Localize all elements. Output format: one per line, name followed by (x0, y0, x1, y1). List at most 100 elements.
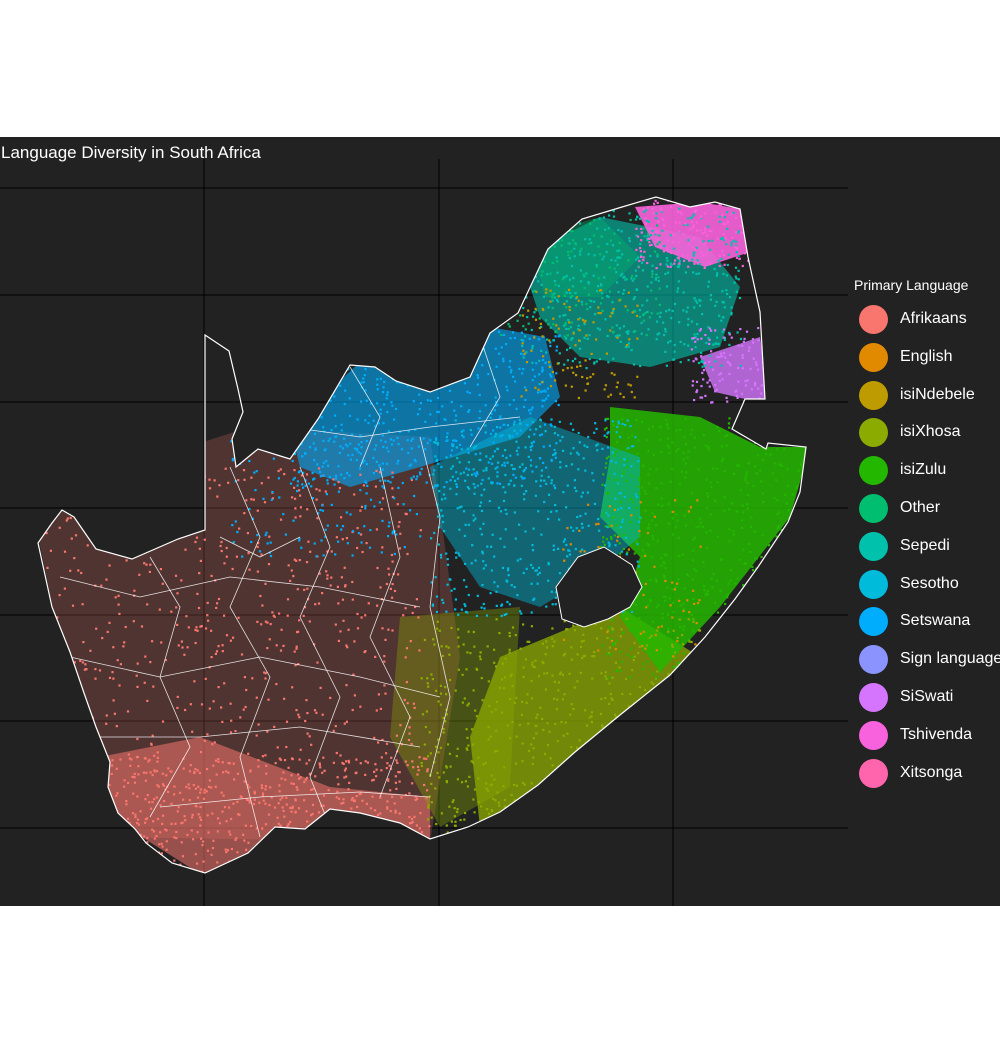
language-dot (345, 644, 348, 647)
language-dot (621, 422, 624, 426)
language-dot (549, 289, 552, 292)
language-dot (629, 521, 632, 524)
language-dot (716, 657, 719, 660)
language-dot (642, 319, 646, 322)
language-dot (112, 646, 115, 649)
language-dot (562, 548, 565, 551)
language-dot (458, 506, 461, 509)
language-dot (305, 409, 308, 412)
language-dot (502, 486, 505, 489)
language-dot (131, 775, 134, 778)
language-dot (493, 648, 496, 651)
language-dot (684, 271, 687, 274)
language-dot (638, 534, 641, 537)
language-dot (619, 436, 622, 439)
language-dot (489, 457, 492, 460)
language-dot (626, 466, 629, 469)
language-dot (176, 623, 179, 626)
language-dot (137, 823, 140, 826)
language-dot (601, 258, 604, 261)
language-dot (356, 805, 359, 809)
language-dot (721, 237, 724, 240)
language-dot (441, 654, 444, 657)
language-dot (210, 786, 213, 789)
language-dot (551, 299, 554, 302)
language-dot (277, 477, 280, 480)
language-dot (416, 475, 419, 478)
language-dot (646, 527, 649, 530)
language-dot (555, 345, 559, 348)
language-dot (402, 855, 405, 858)
language-dot (707, 285, 710, 288)
language-dot (790, 636, 793, 640)
language-dot (545, 482, 548, 485)
language-dot (285, 745, 288, 749)
language-dot (687, 793, 691, 796)
language-dot (386, 762, 389, 765)
language-dot (689, 684, 692, 687)
language-dot (750, 525, 753, 529)
language-dot (312, 407, 315, 410)
language-dot (609, 315, 612, 318)
language-dot (674, 835, 678, 838)
language-dot (746, 494, 749, 497)
language-dot (635, 234, 638, 237)
language-dot (445, 781, 448, 784)
language-dot (146, 861, 149, 864)
language-dot (270, 841, 273, 844)
legend-swatch (859, 569, 888, 599)
language-dot (351, 333, 354, 336)
language-dot (519, 610, 522, 613)
language-dot (660, 625, 663, 628)
language-dot (536, 573, 539, 576)
language-dot (462, 429, 465, 432)
language-dot (631, 274, 634, 277)
language-dot (664, 567, 667, 570)
language-dot (321, 504, 324, 507)
language-dot (136, 755, 139, 759)
language-dot (659, 263, 662, 266)
language-dot (674, 656, 677, 659)
language-dot (549, 272, 552, 275)
language-dot (566, 359, 569, 362)
language-dot (266, 863, 269, 866)
language-dot (780, 464, 783, 467)
language-region (470, 607, 700, 827)
language-dot (301, 436, 304, 439)
language-dot (365, 399, 368, 402)
language-dot (386, 411, 389, 414)
language-dot (385, 397, 388, 400)
language-dot (116, 792, 119, 795)
language-dot (442, 372, 446, 376)
language-dot (295, 559, 298, 562)
language-dot (669, 251, 673, 254)
language-dot (666, 586, 669, 589)
language-dot (237, 860, 240, 863)
language-dot (667, 271, 670, 274)
language-dot (370, 354, 373, 357)
language-dot (541, 307, 544, 311)
language-dot (597, 522, 600, 525)
language-dot (700, 250, 703, 254)
language-dot (609, 692, 612, 696)
language-dot (636, 375, 639, 378)
legend-item: English (854, 339, 968, 377)
language-dot (641, 800, 644, 803)
language-dot (747, 237, 751, 240)
language-dot (694, 643, 697, 646)
legend-item: Setswana (854, 603, 970, 641)
language-dot (194, 641, 197, 645)
language-dot (631, 794, 634, 797)
language-dot (728, 343, 731, 346)
language-dot (379, 812, 382, 815)
language-dot (687, 669, 690, 672)
language-dot (378, 471, 381, 474)
language-dot (547, 777, 550, 780)
language-dot (471, 743, 475, 746)
language-dot (800, 542, 803, 545)
language-dot (242, 833, 245, 836)
language-dot (726, 292, 729, 296)
language-dot (401, 481, 404, 485)
language-dot (662, 218, 665, 221)
language-dot (667, 427, 670, 430)
